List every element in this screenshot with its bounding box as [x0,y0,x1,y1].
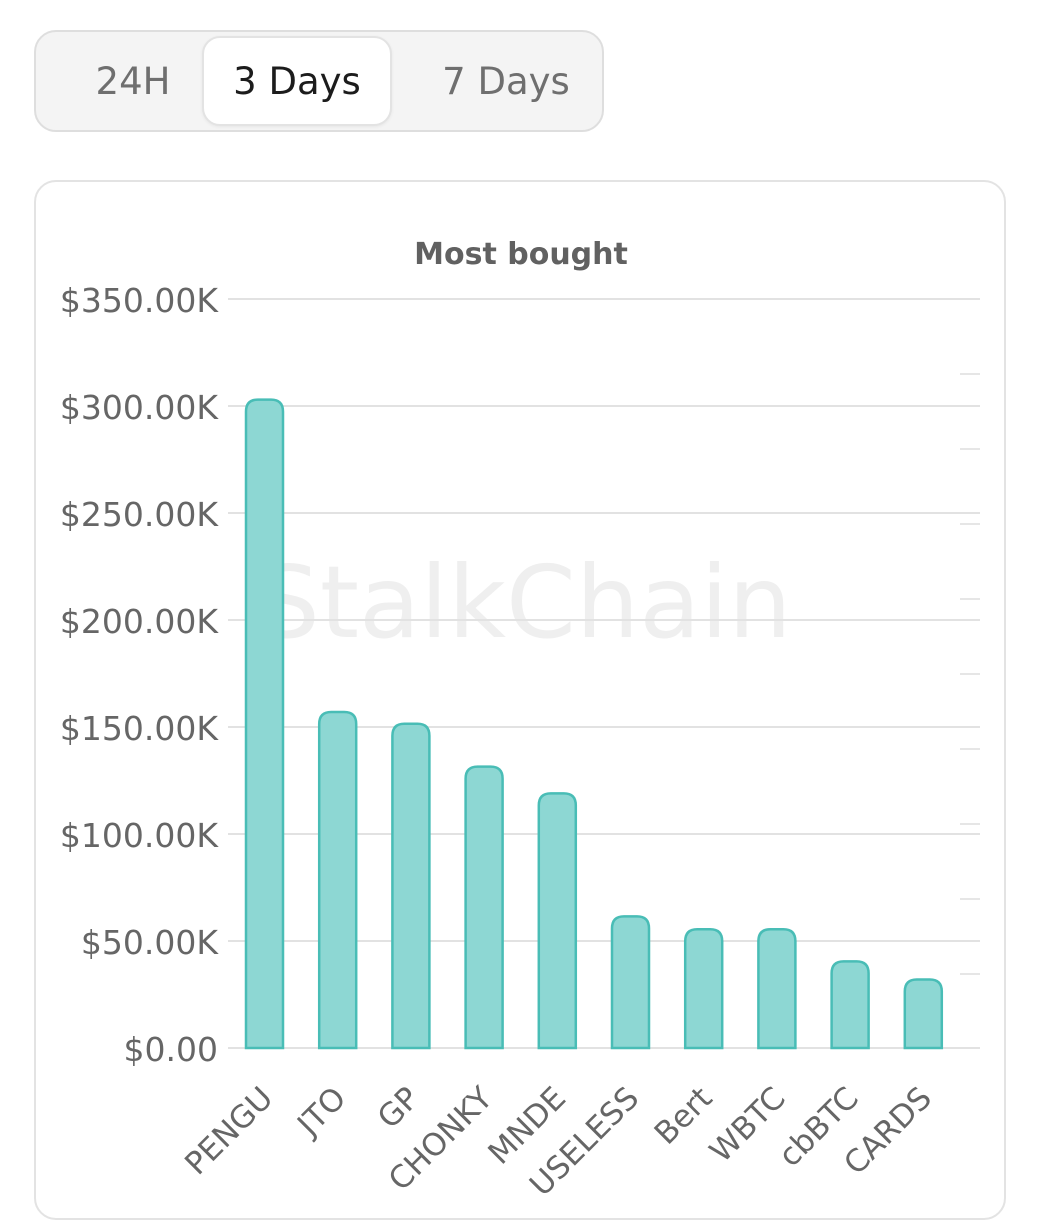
tab-7-days[interactable]: 7 Days [442,59,570,103]
chart-title: Most bought [414,237,628,272]
bar[interactable] [391,722,431,1050]
watermark: StalkChain [256,544,791,661]
bar[interactable] [757,927,797,1050]
bar[interactable] [537,792,578,1050]
bar[interactable] [830,960,870,1050]
y-tick-label: $200.00K [60,602,219,641]
timeframe-selector: 24H 3 Days 7 Days [34,30,604,132]
bar[interactable] [683,927,724,1050]
bar[interactable] [464,765,504,1050]
tab-24h[interactable]: 24H [95,59,171,103]
y-tick-label: $250.00K [60,495,219,534]
bar[interactable] [903,978,944,1050]
bar[interactable] [244,398,285,1050]
x-tick-label: GP [371,1080,427,1136]
bar[interactable] [317,710,358,1050]
y-tick-label: $50.00K [81,923,219,962]
y-tick-label: $300.00K [60,388,219,427]
x-tick-label: JTO [289,1080,353,1144]
x-tick-label: PENGU [178,1080,280,1182]
most-bought-chart: StalkChain Most bought $0.00 $50.00K $100.0… [60,237,980,1202]
y-tick-label: $100.00K [60,816,219,855]
y-tick-label: $0.00 [124,1030,218,1069]
tab-3-days[interactable]: 3 Days [202,36,392,126]
y-tick-label: $150.00K [60,709,219,748]
chart-card: StalkChain Most bought $0.00 $50.00K $100.0… [34,180,1006,1220]
bar[interactable] [610,915,651,1050]
y-tick-label: $350.00K [60,281,219,320]
